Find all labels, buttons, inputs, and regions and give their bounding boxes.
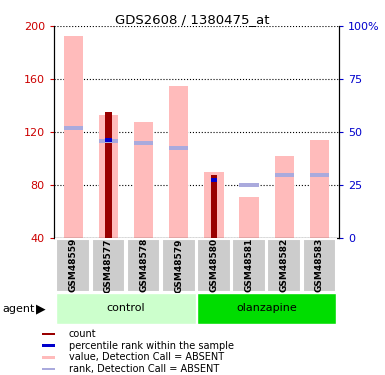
Bar (64, 126, 83, 130)
Bar (169, 86, 188, 238)
FancyBboxPatch shape (268, 238, 301, 292)
Bar (99, 115, 118, 238)
Bar (99, 140, 118, 144)
Text: GSM48559: GSM48559 (69, 238, 78, 292)
FancyBboxPatch shape (303, 238, 336, 292)
Text: percentile rank within the sample: percentile rank within the sample (69, 341, 234, 351)
Text: GSM48577: GSM48577 (104, 238, 113, 292)
Bar (42, 368, 55, 370)
FancyBboxPatch shape (162, 238, 196, 292)
Text: rank, Detection Call = ABSENT: rank, Detection Call = ABSENT (69, 364, 219, 374)
Bar (42, 333, 55, 335)
FancyBboxPatch shape (197, 293, 336, 324)
Text: olanzapine: olanzapine (236, 303, 297, 313)
Text: GSM48578: GSM48578 (139, 238, 148, 292)
Bar (211, 175, 217, 238)
Text: ▶: ▶ (35, 303, 45, 316)
Bar (169, 146, 188, 150)
Text: GDS2608 / 1380475_at: GDS2608 / 1380475_at (115, 13, 270, 26)
FancyBboxPatch shape (127, 238, 161, 292)
Bar (310, 140, 329, 238)
Text: agent: agent (2, 304, 34, 314)
FancyBboxPatch shape (56, 238, 90, 292)
Bar (105, 138, 112, 142)
Bar (134, 141, 153, 145)
Text: count: count (69, 329, 97, 339)
Bar (211, 178, 217, 182)
Bar (239, 183, 259, 187)
Bar (134, 122, 153, 238)
Bar (275, 156, 294, 238)
FancyBboxPatch shape (56, 293, 196, 324)
Bar (204, 172, 224, 238)
Text: GSM48583: GSM48583 (315, 238, 324, 292)
Text: control: control (107, 303, 145, 313)
FancyBboxPatch shape (92, 238, 125, 292)
Text: GSM48579: GSM48579 (174, 238, 183, 292)
FancyBboxPatch shape (197, 238, 231, 292)
FancyBboxPatch shape (232, 238, 266, 292)
Bar (64, 36, 83, 238)
Text: GSM48582: GSM48582 (280, 238, 289, 292)
Bar (310, 172, 329, 177)
Text: GSM48581: GSM48581 (244, 238, 254, 292)
Text: GSM48580: GSM48580 (209, 238, 218, 292)
Bar (275, 172, 294, 177)
Bar (105, 112, 112, 238)
Bar (42, 344, 55, 347)
Bar (42, 356, 55, 359)
Text: value, Detection Call = ABSENT: value, Detection Call = ABSENT (69, 352, 224, 362)
Bar (239, 197, 259, 238)
